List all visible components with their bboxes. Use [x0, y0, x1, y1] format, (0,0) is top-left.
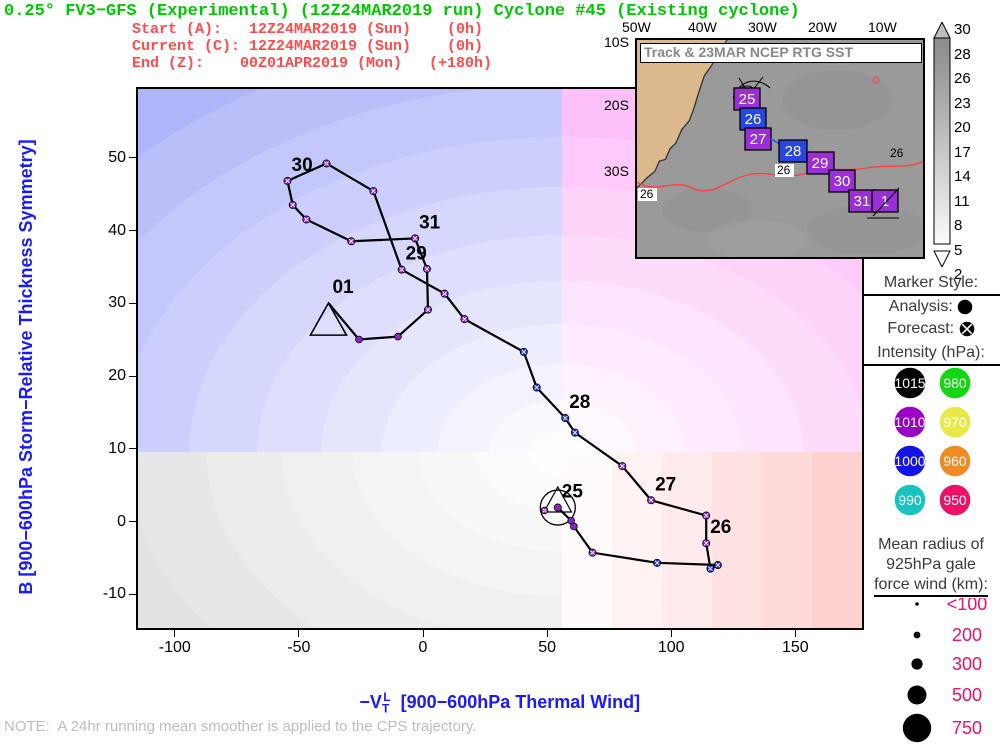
svg-text:960: 960 — [943, 453, 967, 469]
svg-text:25: 25 — [739, 91, 756, 108]
svg-text:1000: 1000 — [894, 453, 925, 469]
svg-text:980: 980 — [943, 375, 967, 391]
svg-text:27: 27 — [750, 131, 767, 148]
svg-text:200: 200 — [952, 625, 982, 645]
svg-text:500: 500 — [952, 685, 982, 705]
svg-text:28: 28 — [785, 143, 802, 160]
svg-text:1015: 1015 — [894, 375, 925, 391]
svg-text:990: 990 — [898, 492, 922, 508]
svg-text:950: 950 — [943, 492, 967, 508]
svg-text:26: 26 — [745, 111, 762, 128]
svg-text:<100: <100 — [947, 598, 988, 614]
svg-text:300: 300 — [952, 654, 982, 674]
svg-text:750: 750 — [952, 718, 982, 738]
svg-text:29: 29 — [812, 155, 829, 172]
svg-text:970: 970 — [943, 414, 967, 430]
svg-text:30: 30 — [834, 173, 851, 190]
svg-text:1010: 1010 — [894, 414, 925, 430]
